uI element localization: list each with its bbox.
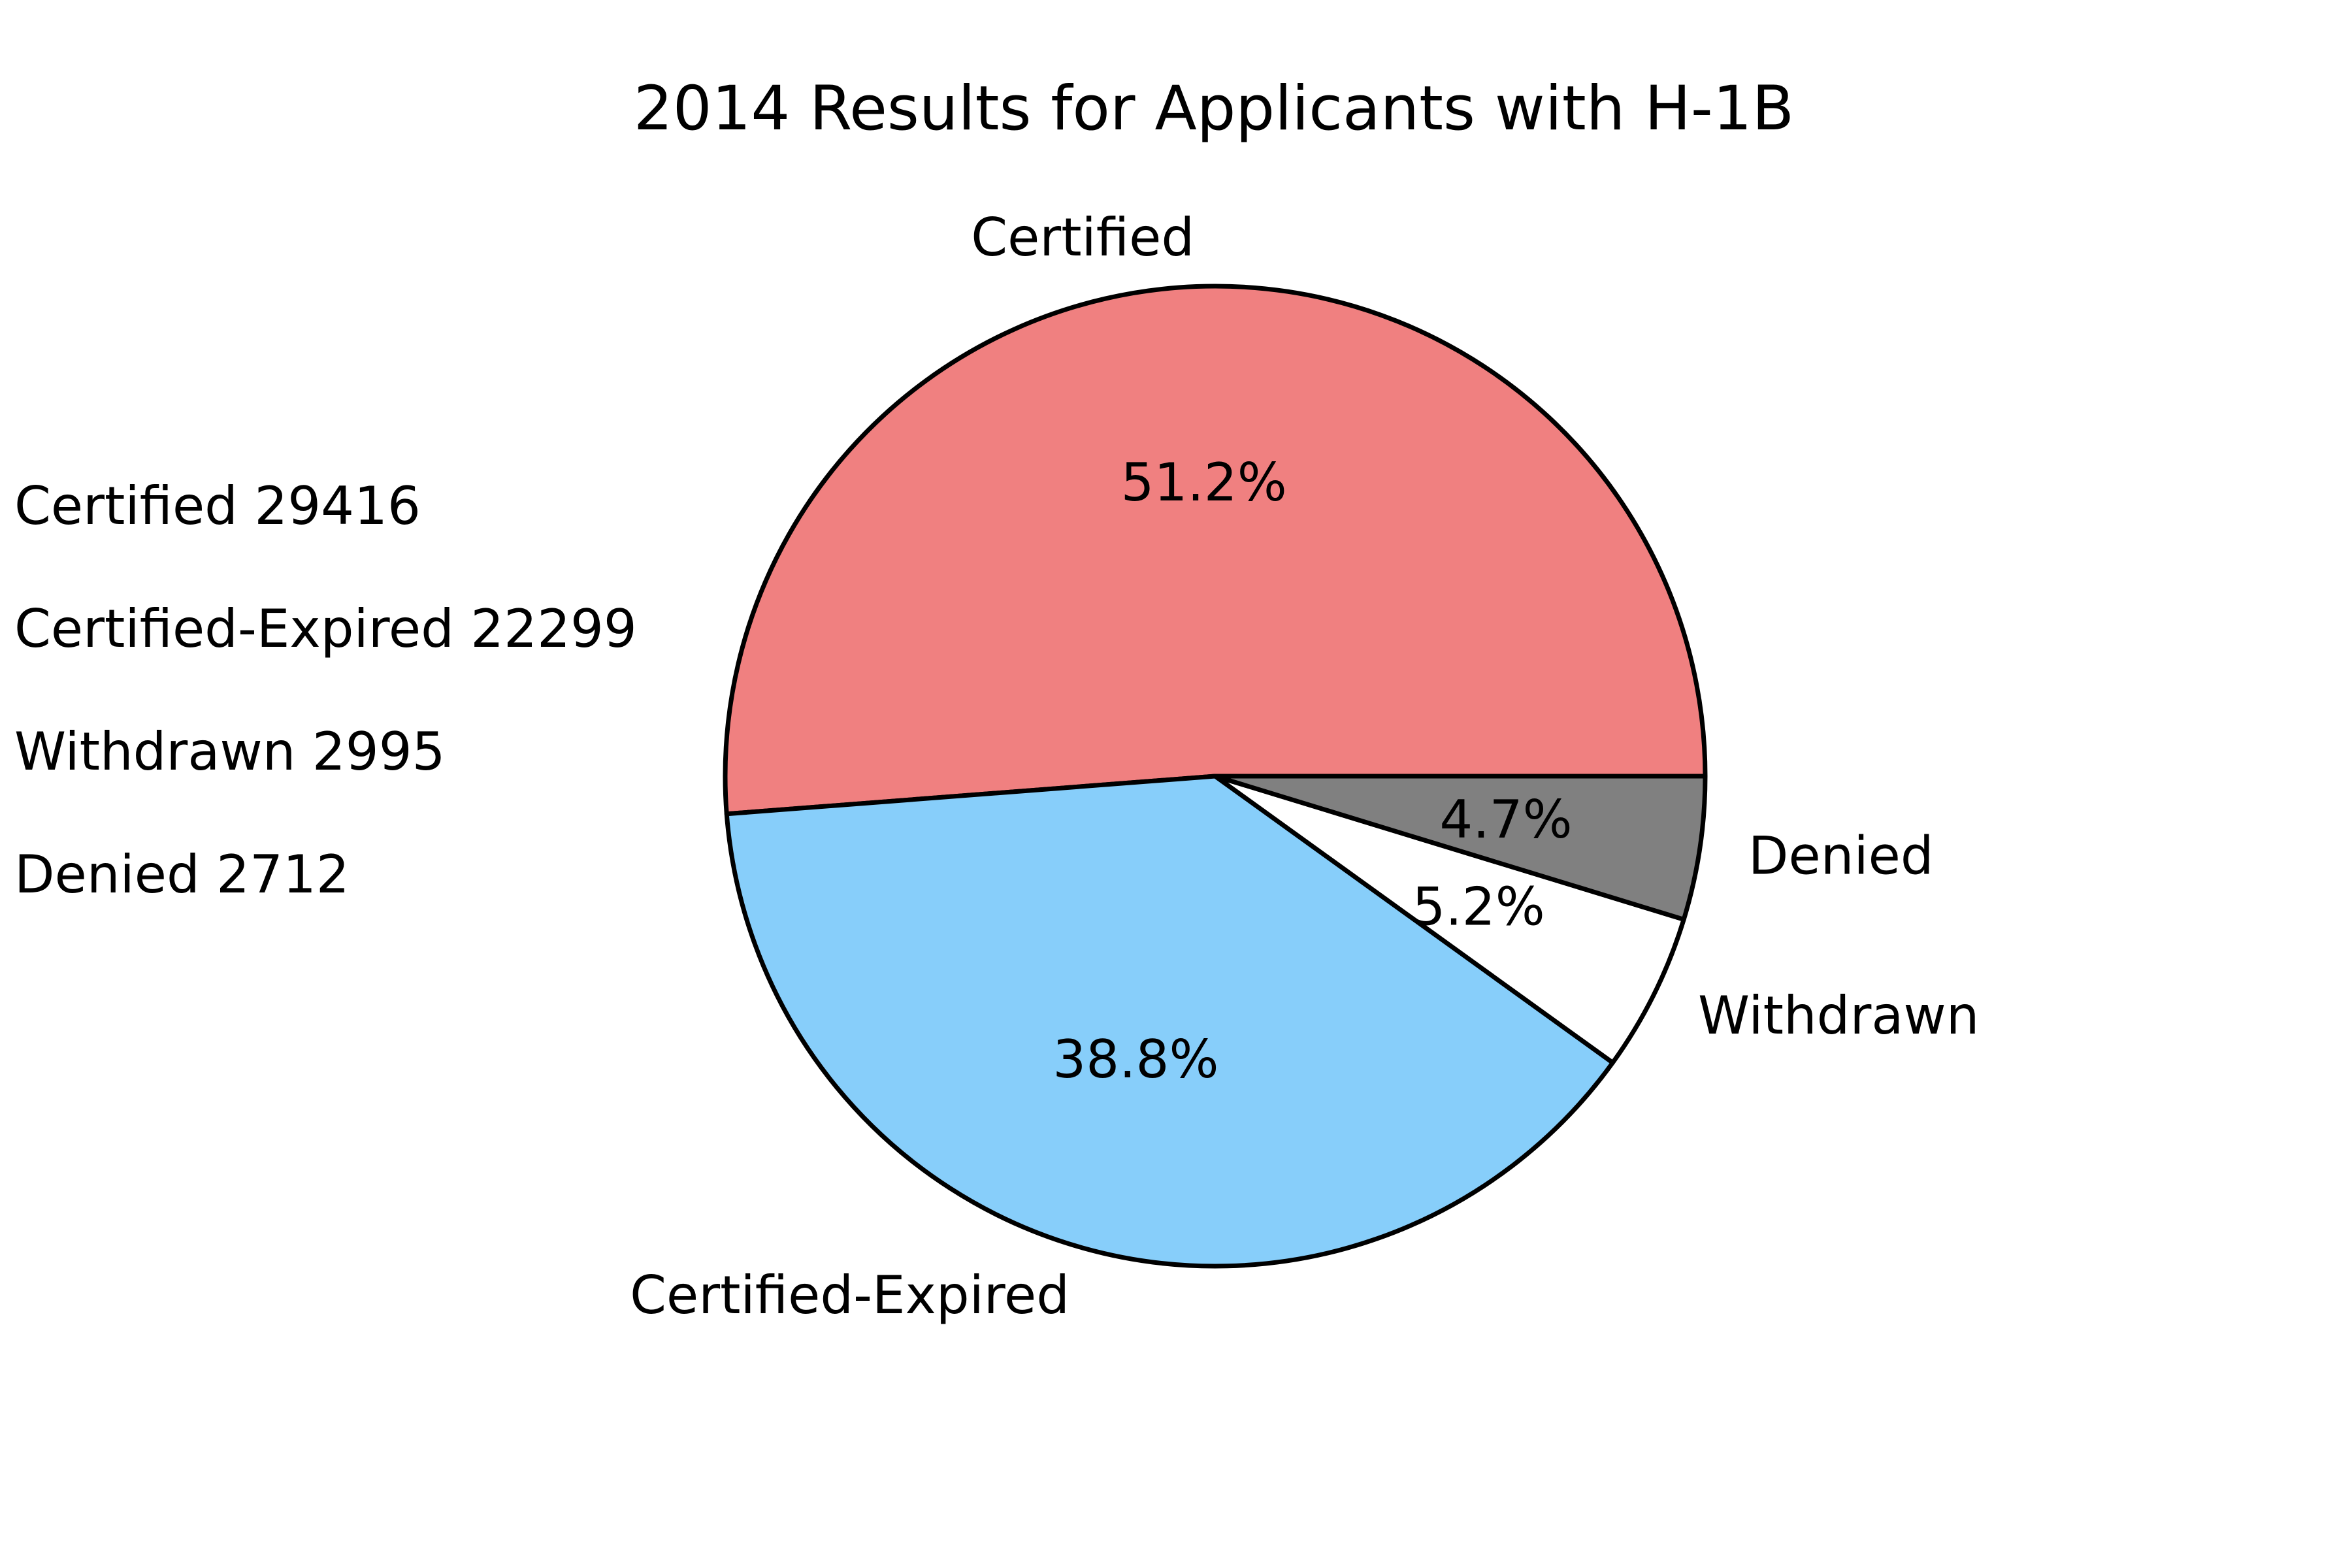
side-text-certified: Certified 29416 [14,476,421,536]
pie-label-denied: Denied [1748,825,1934,886]
pie-label-certified-expired: Certified-Expired [630,1265,1070,1326]
side-text-withdrawn: Withdrawn 2995 [14,721,446,782]
pie-percent-withdrawn: 5.2% [1412,877,1544,938]
pie-slice-denied [1213,774,1708,922]
pie-percent-denied: 4.7% [1439,789,1572,850]
pie-label-withdrawn: Withdrawn [1698,985,1979,1046]
pie-slice-certified-expired [724,774,1615,1269]
pie-percent-labels: 51.2% 38.8% 5.2% 4.7% [1053,452,1572,1090]
pie-slice-withdrawn [1213,774,1686,1065]
chart-title: 2014 Results for Applicants with H-1B [634,73,1794,144]
pie-slices [723,284,1708,1269]
pie-percent-certified: 51.2% [1121,452,1287,513]
pie-slice-certified [723,284,1708,817]
pie-percent-certified-expired: 38.8% [1053,1029,1218,1090]
side-text-certified-expired: Certified-Expired 22299 [14,598,637,659]
pie-category-labels: Certified Certified-Expired Withdrawn Denie… [630,207,1979,1326]
side-text-denied: Denied 2712 [14,844,350,905]
pie-label-certified: Certified [971,207,1194,268]
